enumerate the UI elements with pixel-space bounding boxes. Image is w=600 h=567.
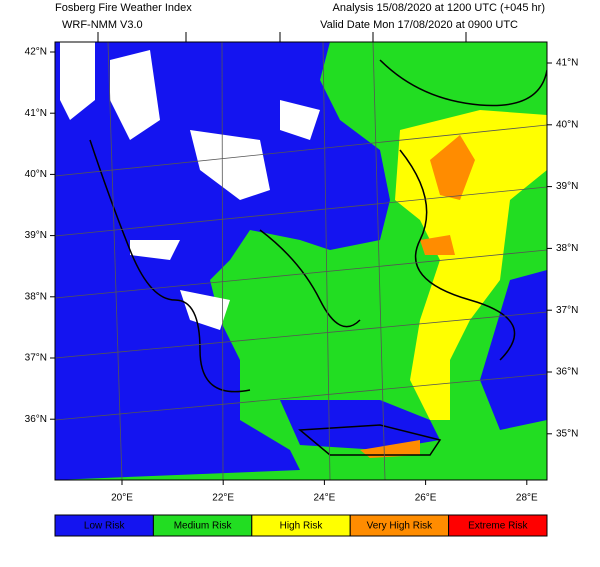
lat-label: 39°N xyxy=(25,230,47,241)
legend-label: High Risk xyxy=(280,521,324,532)
title: Fosberg Fire Weather Index xyxy=(55,2,192,14)
lon-label: 22°E xyxy=(212,493,234,504)
analysis: Analysis 15/08/2020 at 1200 UTC (+045 hr… xyxy=(333,2,546,14)
lat-label: 39°N xyxy=(556,181,578,192)
lon-label: 20°E xyxy=(111,493,133,504)
legend-label: Very High Risk xyxy=(367,521,434,532)
lat-label: 40°N xyxy=(25,169,47,180)
high-area xyxy=(395,110,547,420)
legend-label: Medium Risk xyxy=(174,521,233,532)
low-area xyxy=(280,400,440,450)
lat-label: 41°N xyxy=(25,108,47,119)
legend-label: Low Risk xyxy=(84,521,126,532)
lat-label: 40°N xyxy=(556,119,578,130)
no-data-area xyxy=(60,42,320,330)
lat-label: 41°N xyxy=(556,58,578,69)
valid-date: Valid Date Mon 17/08/2020 at 0900 UTC xyxy=(320,19,518,31)
lat-label: 38°N xyxy=(25,291,47,302)
very-high-area xyxy=(360,135,475,458)
lat-label: 42°N xyxy=(25,47,47,58)
low-area xyxy=(480,270,547,430)
lat-label: 37°N xyxy=(556,305,578,316)
lat-label: 37°N xyxy=(25,353,47,364)
lat-label: 35°N xyxy=(556,428,578,439)
lat-label: 36°N xyxy=(556,367,578,378)
map-frame xyxy=(54,41,548,481)
graticule xyxy=(55,42,547,480)
model: WRF-NMM V3.0 xyxy=(62,19,143,31)
lon-label: 26°E xyxy=(415,493,437,504)
lon-label: 28°E xyxy=(516,493,538,504)
legend-label: Extreme Risk xyxy=(468,521,528,532)
lat-label: 38°N xyxy=(556,243,578,254)
lat-label: 36°N xyxy=(25,414,47,425)
legend-swatch xyxy=(448,514,548,537)
coastline xyxy=(89,59,547,456)
map xyxy=(54,41,548,481)
lon-label: 24°E xyxy=(314,493,336,504)
